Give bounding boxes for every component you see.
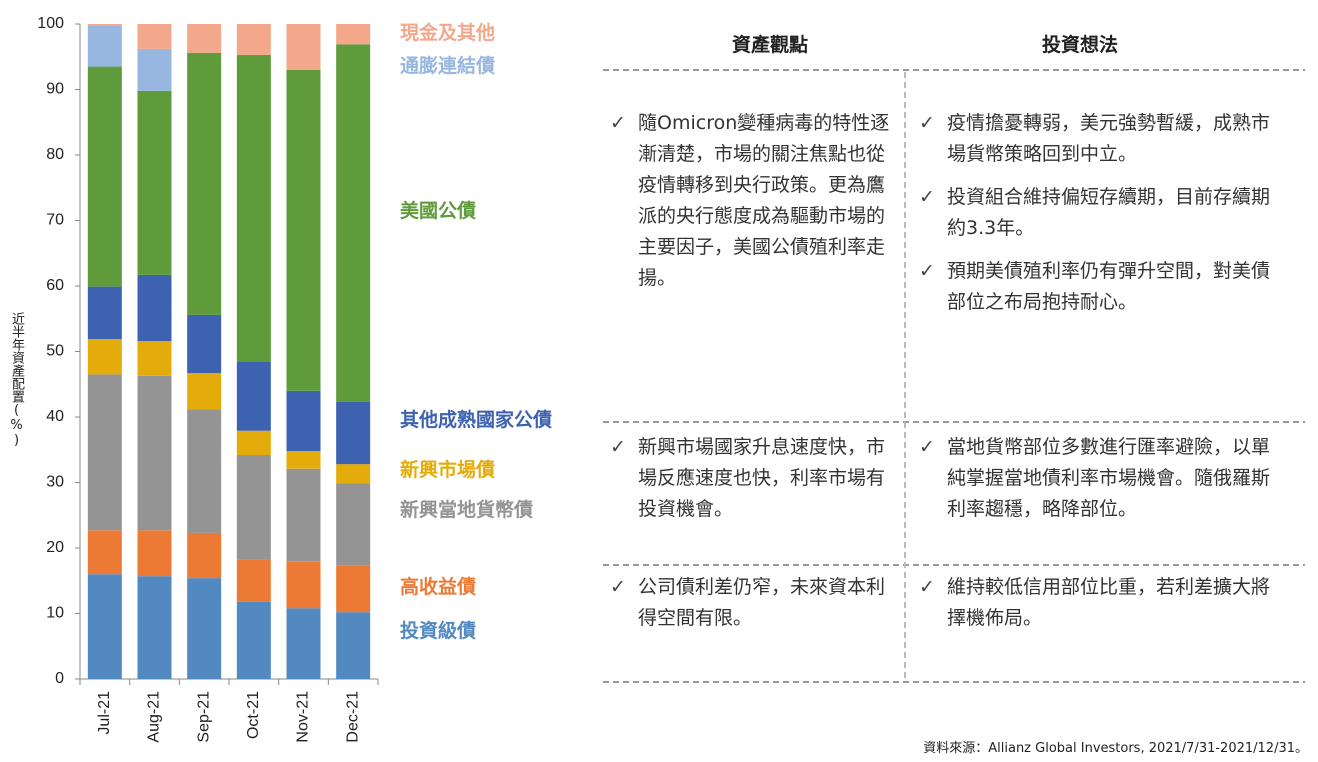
x-tick-label: Aug-21 [146, 691, 163, 743]
bar-segment [137, 341, 172, 376]
bar-segment [187, 314, 222, 374]
column-header: 資產觀點 [731, 34, 808, 56]
legend-label: 現金及其他 [400, 21, 495, 44]
bar-segment [187, 532, 222, 579]
source-note: 資料來源：Allianz Global Investors, 2021/7/31… [923, 741, 1308, 756]
bullet-list: 當地貨幣部位多數進行匯率避險，以單純掌握當地債利率市場機會。隨俄羅斯利率趨穩，略… [915, 432, 1285, 537]
y-tick-label: 70 [46, 212, 64, 229]
y-tick-label: 90 [46, 81, 64, 98]
bar-segment [236, 454, 271, 560]
column-header: 投資想法 [1041, 34, 1118, 56]
bar-segment [137, 375, 172, 531]
bar-segment [187, 409, 222, 533]
y-tick-label: 60 [46, 277, 64, 294]
bar-segment [286, 24, 321, 70]
legend-label: 美國公債 [400, 199, 476, 222]
bar-segment [187, 373, 222, 410]
legend-label: 其他成熟國家公債 [400, 408, 552, 431]
bullet-item: 公司債利差仍窄，未來資本利得空間有限。 [606, 572, 891, 634]
bullet-item: 隨Omicron變種病毒的特性逐漸清楚，市場的關注焦點也從疫情轉移到央行政策。更… [606, 108, 891, 294]
x-tick-label: Dec-21 [344, 691, 361, 743]
bullet-item: 維持較低信用部位比重，若利差擴大將擇機佈局。 [915, 572, 1285, 634]
bar-segment [137, 24, 172, 49]
bar-segment [336, 24, 371, 45]
bar-segment [87, 286, 122, 340]
bar-segment [187, 578, 222, 679]
bar-segment [286, 451, 321, 469]
y-tick-label: 50 [46, 343, 64, 360]
bullet-item: 當地貨幣部位多數進行匯率避險，以單純掌握當地債利率市場機會。隨俄羅斯利率趨穩，略… [915, 432, 1285, 525]
bar-segment [137, 90, 172, 275]
bullet-item: 投資組合維持偏短存續期，目前存續期約3.3年。 [915, 182, 1285, 244]
bar-segment [236, 559, 271, 602]
x-tick-label: Jul-21 [96, 691, 113, 735]
bullet-list: 維持較低信用部位比重，若利差擴大將擇機佈局。 [915, 572, 1285, 646]
y-tick-label: 10 [46, 605, 64, 622]
bar-segment [336, 401, 371, 465]
y-tick-label: 30 [46, 474, 64, 491]
bar-segment [87, 374, 122, 531]
legend-label: 新興當地貨幣債 [400, 498, 533, 521]
bar-segment [137, 576, 172, 679]
bar-segment [137, 274, 172, 342]
bar-segment [286, 561, 321, 609]
bar-segment [336, 565, 371, 613]
bullet-item: 疫情擔憂轉弱，美元強勢暫緩，成熟市場貨幣策略回到中立。 [915, 108, 1285, 170]
bar-segment [236, 361, 271, 431]
legend-label: 高收益債 [400, 575, 476, 598]
bullet-list: 公司債利差仍窄，未來資本利得空間有限。 [606, 572, 891, 646]
bar-segment [137, 48, 172, 91]
bar-segment [87, 25, 122, 67]
bar-segment [236, 24, 271, 55]
bar-segment [236, 601, 271, 679]
bar-segment [236, 430, 271, 455]
bar-segment [336, 612, 371, 679]
y-tick-label: 80 [46, 146, 64, 163]
bar-segment [286, 608, 321, 679]
x-tick-label: Nov-21 [295, 691, 312, 743]
legend-label: 通膨連結債 [400, 54, 495, 77]
bullet-list: 隨Omicron變種病毒的特性逐漸清楚，市場的關注焦點也從疫情轉移到央行政策。更… [606, 108, 891, 306]
bar-segment [286, 468, 321, 562]
bar-segment [87, 530, 122, 575]
bar-segment [187, 24, 222, 53]
bar-segment [87, 339, 122, 375]
legend-label: 新興市場債 [400, 458, 495, 481]
y-tick-label: 20 [46, 539, 64, 556]
bar-segment [336, 464, 371, 484]
bar-segment [286, 390, 321, 452]
bullet-list: 新興市場國家升息速度快，市場反應速度也快，利率市場有投資機會。 [606, 432, 891, 537]
legend-label: 投資級債 [400, 619, 476, 642]
bar-segment [87, 24, 122, 26]
bullet-item: 預期美債殖利率仍有彈升空間，對美債部位之布局抱持耐心。 [915, 256, 1285, 318]
bar-segment [137, 530, 172, 577]
bullet-item: 新興市場國家升息速度快，市場反應速度也快，利率市場有投資機會。 [606, 432, 891, 525]
y-tick-label: 0 [55, 670, 64, 687]
bar-segment [87, 66, 122, 287]
bar-segment [236, 54, 271, 362]
bar-segment [187, 52, 222, 315]
bullet-list: 疫情擔憂轉弱，美元強勢暫緩，成熟市場貨幣策略回到中立。投資組合維持偏短存續期，目… [915, 108, 1285, 330]
x-tick-label: Oct-21 [245, 691, 262, 739]
y-tick-label: 100 [37, 15, 64, 32]
bar-segment [336, 483, 371, 566]
y-tick-label: 40 [46, 408, 64, 425]
bar-segment [286, 69, 321, 391]
y-axis-label: 近半年資產配置(%) [9, 312, 24, 448]
bar-segment [87, 574, 122, 679]
x-tick-label: Sep-21 [195, 691, 212, 743]
bar-segment [336, 44, 371, 402]
